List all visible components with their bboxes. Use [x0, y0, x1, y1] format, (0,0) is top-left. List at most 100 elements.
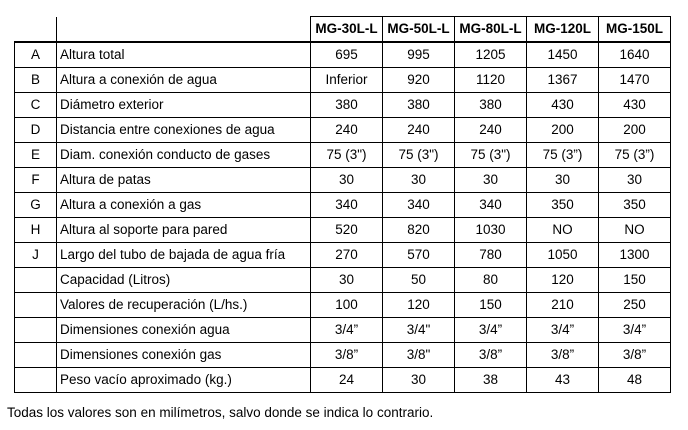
table-cell: 780 — [454, 242, 527, 268]
table-cell: 270 — [310, 242, 383, 268]
table-cell: 695 — [310, 41, 383, 68]
row-label: Valores de recuperación (L/hs.) — [56, 292, 311, 318]
header-row: MG-30L-L MG-50L-L MG-80L-L MG-120L MG-15… — [14, 16, 671, 43]
row-code — [14, 367, 57, 393]
model-header: MG-120L — [526, 16, 599, 43]
table-cell: 75 (3”) — [598, 142, 671, 168]
table-cell: 38 — [454, 367, 527, 393]
spec-table: MG-30L-L MG-50L-L MG-80L-L MG-120L MG-15… — [14, 16, 671, 393]
model-header: MG-30L-L — [310, 16, 383, 43]
row-code: H — [14, 217, 57, 243]
row-label: Peso vacío aproximado (kg.) — [56, 367, 311, 393]
table-cell: 995 — [382, 41, 455, 68]
table-row: G Altura a conexión a gas 340 340 340 350 350 — [14, 192, 671, 218]
row-label: Dimensiones conexión agua — [56, 317, 311, 343]
table-cell: 920 — [382, 67, 455, 93]
table-row: Dimensiones conexión agua 3/4” 3/4" 3/4” 3/4… — [14, 317, 671, 343]
table-cell: 1450 — [526, 41, 599, 68]
table-cell: NO — [526, 217, 599, 243]
table-row: D Distancia entre conexiones de agua 240 24… — [14, 117, 671, 143]
table-cell: 1120 — [454, 67, 527, 93]
table-cell: 30 — [526, 167, 599, 193]
table-cell: 240 — [454, 117, 527, 143]
table-cell: 820 — [382, 217, 455, 243]
table-cell: 1300 — [598, 242, 671, 268]
table-row: Capacidad (Litros) 30 50 80 120 150 — [14, 267, 671, 293]
table-cell: 150 — [598, 267, 671, 293]
table-row: J Largo del tubo de bajada de agua fría 27… — [14, 242, 671, 268]
model-header: MG-80L-L — [454, 16, 527, 43]
table-cell: 520 — [310, 217, 383, 243]
row-code — [14, 292, 57, 318]
table-cell: 380 — [454, 92, 527, 118]
table-cell: 3/4” — [310, 317, 383, 343]
table-cell: 3/4” — [526, 317, 599, 343]
table-cell: 1470 — [598, 67, 671, 93]
table-cell: 340 — [310, 192, 383, 218]
row-code: C — [14, 92, 57, 118]
table-cell: 100 — [310, 292, 383, 318]
table-cell: 120 — [382, 292, 455, 318]
row-label: Dimensiones conexión gas — [56, 342, 311, 368]
table-cell: 120 — [526, 267, 599, 293]
row-code: D — [14, 117, 57, 143]
table-cell: 75 (3") — [382, 142, 455, 168]
table-cell: 250 — [598, 292, 671, 318]
table-cell: 3/8” — [598, 342, 671, 368]
table-cell: 3/8” — [526, 342, 599, 368]
table-cell: 75 (3") — [310, 142, 383, 168]
table-row: B Altura a conexión de agua Inferior 920 112… — [14, 67, 671, 93]
table-cell: 570 — [382, 242, 455, 268]
header-blank — [14, 16, 57, 43]
table-cell: 240 — [310, 117, 383, 143]
table-cell: 340 — [454, 192, 527, 218]
table-cell: 80 — [454, 267, 527, 293]
table-cell: 340 — [382, 192, 455, 218]
table-cell: 210 — [526, 292, 599, 318]
table-cell: 43 — [526, 367, 599, 393]
table-cell: 240 — [382, 117, 455, 143]
row-code: G — [14, 192, 57, 218]
row-label: Altura de patas — [56, 167, 311, 193]
table-cell: 430 — [526, 92, 599, 118]
table-cell: 200 — [598, 117, 671, 143]
table-row: Peso vacío aproximado (kg.) 24 30 38 43 48 — [14, 367, 671, 393]
model-header: MG-50L-L — [382, 16, 455, 43]
row-code — [14, 317, 57, 343]
table-cell: 350 — [598, 192, 671, 218]
table-cell: 30 — [310, 267, 383, 293]
table-cell: 1640 — [598, 41, 671, 68]
table-row: Dimensiones conexión gas 3/8” 3/8" 3/8” 3/8”… — [14, 342, 671, 368]
table-cell: 3/4" — [382, 317, 455, 343]
row-label: Altura a conexión de agua — [56, 67, 311, 93]
row-label: Largo del tubo de bajada de agua fría — [56, 242, 311, 268]
table-cell: 3/4” — [454, 317, 527, 343]
row-label: Altura al soporte para pared — [56, 217, 311, 243]
table-cell: 30 — [382, 367, 455, 393]
table-cell: 380 — [382, 92, 455, 118]
table-row: F Altura de patas 30 30 30 30 30 — [14, 167, 671, 193]
table-cell: 30 — [310, 167, 383, 193]
table-cell: 48 — [598, 367, 671, 393]
table-cell: 350 — [526, 192, 599, 218]
table-cell: 3/4” — [598, 317, 671, 343]
row-label: Distancia entre conexiones de agua — [56, 117, 311, 143]
table-row: Valores de recuperación (L/hs.) 100 120 150… — [14, 292, 671, 318]
table-cell: 24 — [310, 367, 383, 393]
model-header: MG-150L — [598, 16, 671, 43]
row-code — [14, 342, 57, 368]
header-blank — [56, 16, 311, 43]
table-cell: 380 — [310, 92, 383, 118]
table-row: H Altura al soporte para pared 520 820 1030 N… — [14, 217, 671, 243]
row-code: A — [14, 41, 57, 68]
row-code: B — [14, 67, 57, 93]
table-cell: 200 — [526, 117, 599, 143]
table-cell: 3/8” — [310, 342, 383, 368]
row-code: F — [14, 167, 57, 193]
table-row: E Diam. conexión conducto de gases 75 (3")… — [14, 142, 671, 168]
table-cell: 50 — [382, 267, 455, 293]
table-cell: Inferior — [310, 67, 383, 93]
table-cell: 75 (3”) — [526, 142, 599, 168]
table-row: C Diámetro exterior 380 380 380 430 430 — [14, 92, 671, 118]
row-code — [14, 267, 57, 293]
